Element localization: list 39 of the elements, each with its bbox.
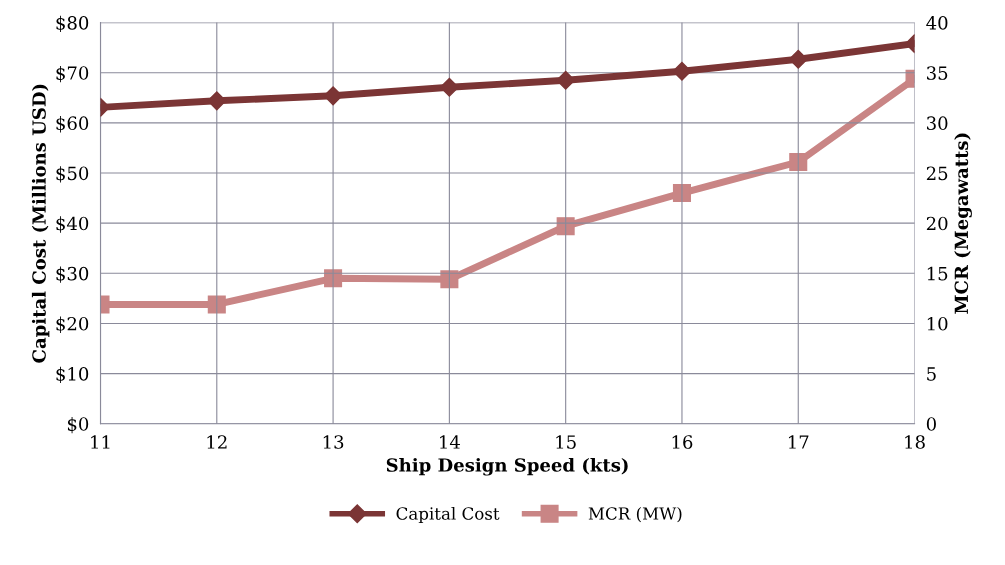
x-tick-label: 12: [207, 435, 227, 449]
x-tick-label: 17: [788, 435, 809, 449]
y-tick-label: $70: [56, 65, 89, 83]
point: [323, 86, 343, 106]
y-axis-title: Capital Cost (Millions USD): [31, 84, 50, 363]
x-tick-label: 16: [672, 435, 693, 449]
x-tick-label: 15: [556, 435, 576, 449]
y2-tick-label: 30: [927, 116, 948, 130]
y2-tick-label: 15: [927, 266, 948, 281]
y2-tick-label: 10: [927, 316, 948, 331]
x-tick-label: 18: [905, 435, 925, 449]
point: [556, 70, 576, 90]
x-tick-label: 13: [323, 435, 344, 449]
y2-tick-label: 20: [926, 216, 948, 231]
y2-tick-label: 25: [926, 166, 948, 181]
y2-tick-label: 0: [926, 417, 936, 431]
y-tick-label: $50: [56, 166, 89, 183]
y-tick-label: $80: [56, 15, 89, 33]
y-tick-label: $40: [56, 216, 89, 233]
x-tick-label: 11: [91, 435, 110, 449]
point: [672, 61, 692, 81]
point: [439, 77, 459, 97]
y2-tick-label: 40: [926, 16, 948, 30]
x-axis-title: Ship Design Speed (kts): [386, 457, 628, 476]
y-tick-label: $60: [56, 116, 89, 133]
y2-axis-title: MCR (Megawatts): [954, 133, 972, 314]
legend-label: MCR (MW): [588, 506, 682, 523]
point: [789, 152, 808, 172]
y2-tick-label: 35: [927, 66, 948, 80]
x-tick-label: 14: [440, 435, 460, 449]
point: [207, 295, 226, 314]
y-tick-label: $30: [56, 266, 89, 283]
y2-tick-label: 5: [927, 367, 936, 381]
legend-label: Capital Cost: [396, 506, 500, 524]
y-tick-label: $0: [67, 416, 89, 434]
y-tick-label: $10: [56, 366, 89, 384]
point: [788, 49, 808, 69]
y-tick-label: $20: [56, 316, 89, 333]
point: [207, 91, 227, 111]
